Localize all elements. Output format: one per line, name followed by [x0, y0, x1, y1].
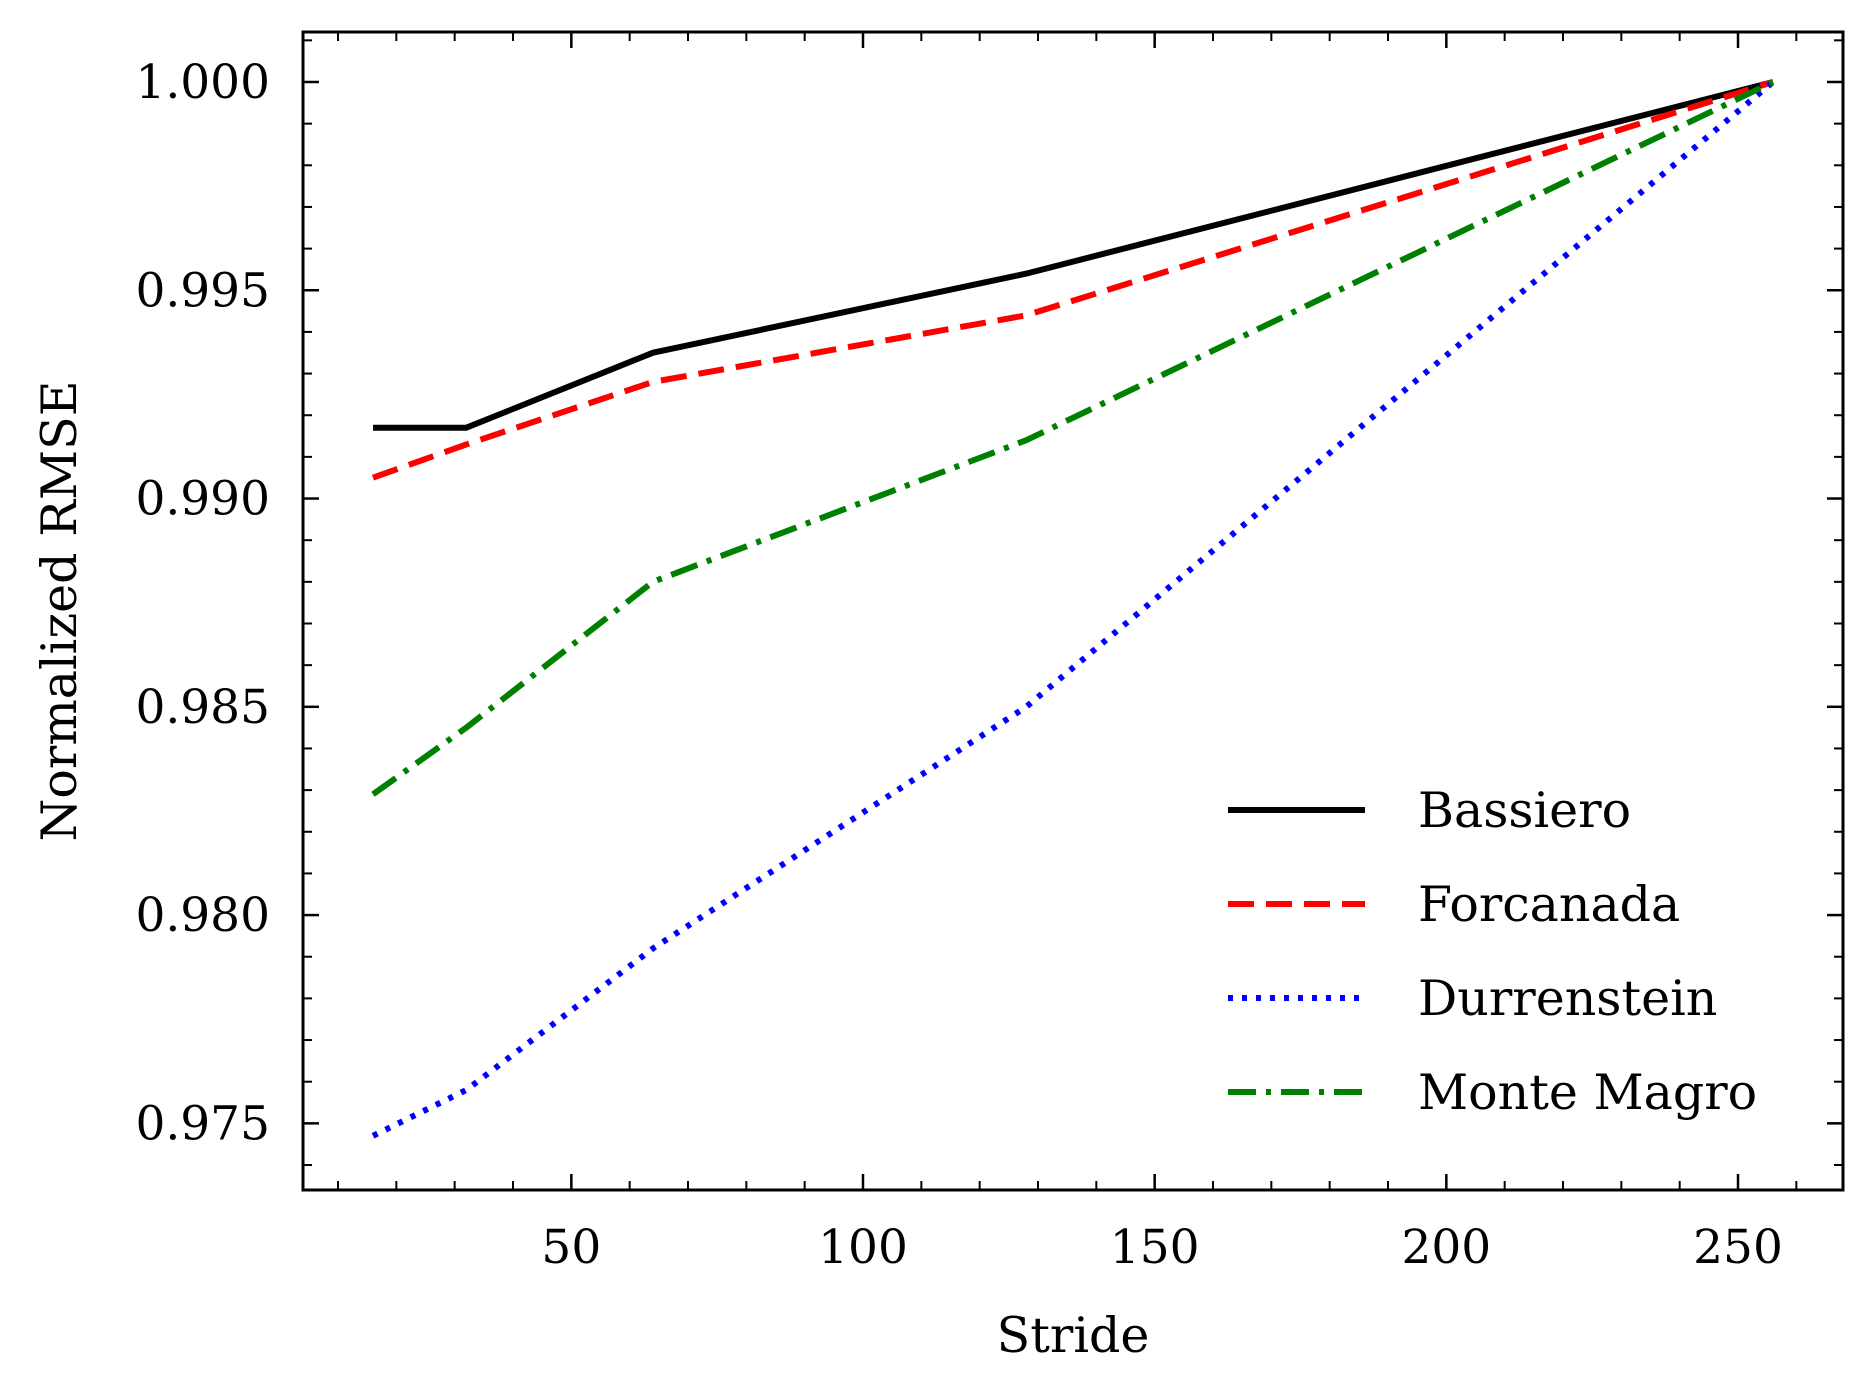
tick-labels-layer: 50 100 150 200 250 0.975 0.980 0.985 0.990 0.995 1… — [135, 55, 1782, 1275]
y-axis-label: Normalized RMSE — [31, 381, 88, 842]
y-tick-label: 0.975 — [135, 1096, 270, 1151]
x-tick-label: 250 — [1693, 1220, 1783, 1275]
legend-label-2: Forcanada — [1418, 876, 1680, 933]
x-tick-label: 100 — [818, 1220, 908, 1275]
series-line-3 — [371, 79, 1775, 1139]
x-axis-label: Stride — [997, 1307, 1150, 1364]
y-tick-label: 0.985 — [135, 680, 270, 735]
plot-frame — [301, 30, 1845, 1192]
x-tick-label: 150 — [1110, 1220, 1200, 1275]
y-tick-label: 0.990 — [135, 472, 270, 527]
legend-label-1: Bassiero — [1418, 782, 1631, 839]
x-tick-label: 50 — [541, 1220, 601, 1275]
series-layer — [371, 79, 1775, 1139]
legend: Bassiero Forcanada Durrenstein Monte Magro — [1228, 782, 1757, 1121]
legend-label-4: Monte Magro — [1418, 1064, 1757, 1121]
y-tick-label: 0.980 — [135, 888, 270, 943]
series-line-4 — [371, 79, 1775, 797]
legend-label-3: Durrenstein — [1418, 970, 1717, 1027]
y-tick-label: 1.000 — [135, 55, 270, 110]
x-tick-label: 200 — [1401, 1220, 1491, 1275]
y-tick-label: 0.995 — [135, 263, 270, 318]
series-line-1 — [373, 79, 1774, 431]
series-line-2 — [371, 79, 1774, 481]
